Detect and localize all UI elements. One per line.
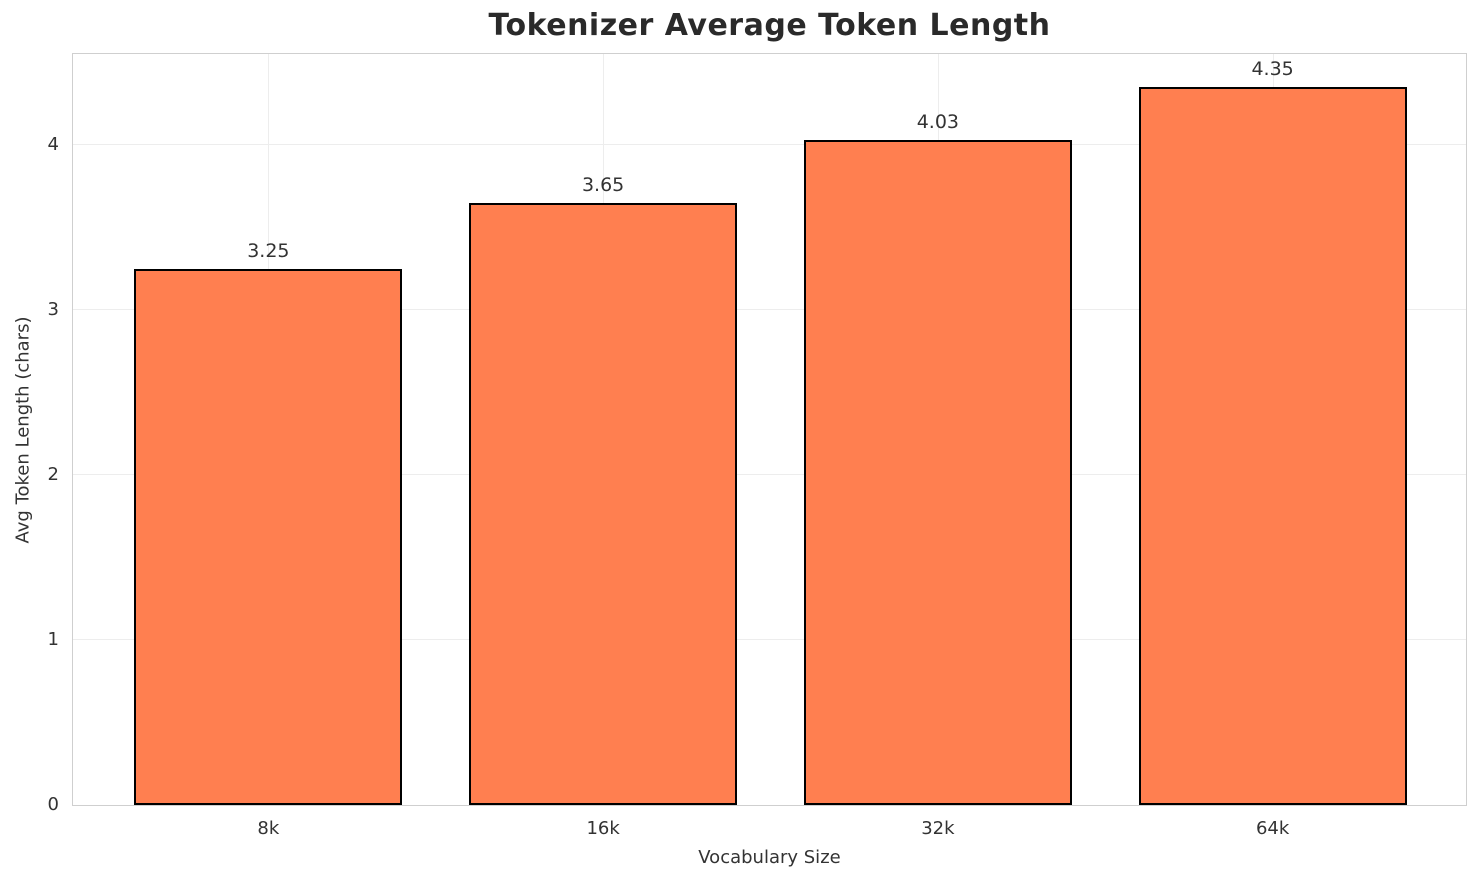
x-tick-label-16k: 16k <box>586 818 620 839</box>
gridline-horizontal <box>73 308 1466 310</box>
chart-title: Tokenizer Average Token Length <box>488 8 1051 43</box>
y-tick-label: 0 <box>47 794 59 815</box>
gridline-horizontal <box>73 473 1466 475</box>
y-tick-label: 4 <box>47 133 59 155</box>
gridline-horizontal <box>73 143 1466 145</box>
gridline-horizontal <box>73 638 1466 640</box>
y-tick-label: 2 <box>47 463 59 485</box>
bar-value-label-8k: 3.25 <box>247 239 290 262</box>
bar-value-label-64k: 4.35 <box>1251 58 1294 81</box>
bar-value-label-32k: 4.03 <box>916 110 960 133</box>
x-axis-label: Vocabulary Size <box>698 847 841 868</box>
bar-32k <box>803 139 1072 805</box>
x-tick-label-64k: 64k <box>1255 818 1290 839</box>
bar-64k <box>1138 87 1407 805</box>
bar-16k <box>469 202 738 805</box>
y-axis-label: Avg Token Length (chars) <box>12 316 34 544</box>
x-tick-label-8k: 8k <box>257 818 280 839</box>
y-tick-label: 3 <box>47 298 59 320</box>
y-tick-label: 1 <box>47 628 59 650</box>
x-tick-label-32k: 32k <box>921 818 955 839</box>
bar-8k <box>134 268 403 805</box>
plot-area: 0 1 2 3 4 3.25 8k 3.65 16k 4.03 32k 4.35 64k <box>48 53 1467 839</box>
bar-value-label-16k: 3.65 <box>581 173 625 196</box>
